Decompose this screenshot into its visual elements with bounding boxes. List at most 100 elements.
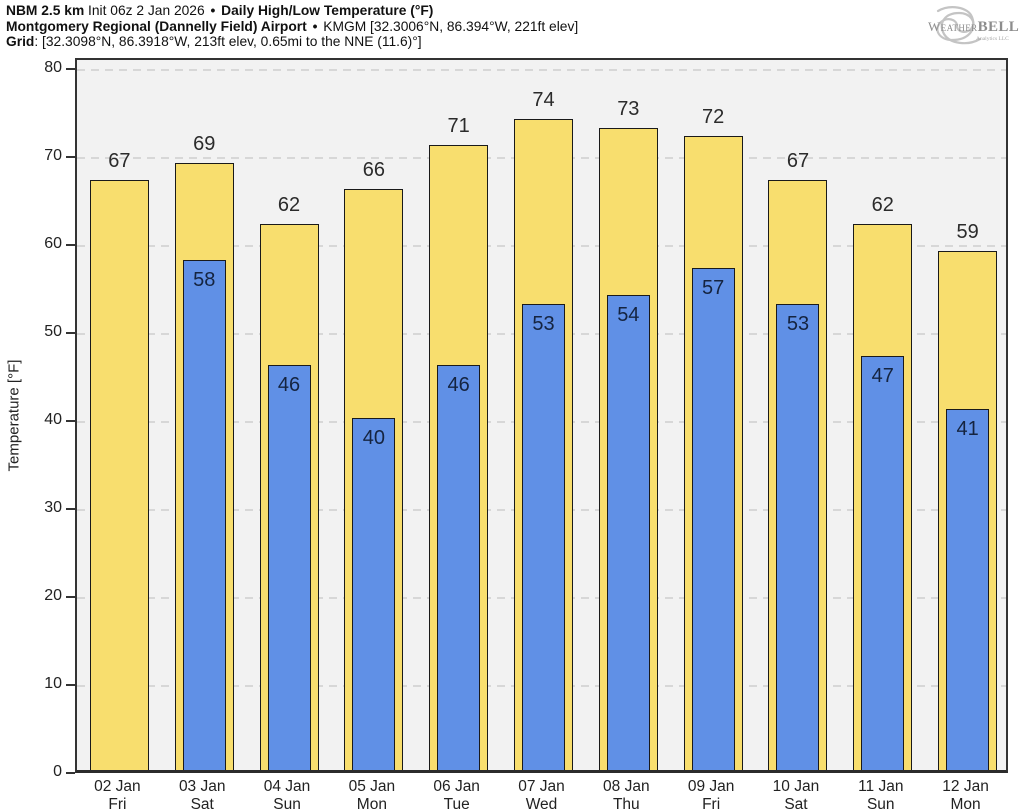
low-bar (522, 303, 565, 770)
x-tick-date: 12 Jan (942, 778, 989, 795)
low-bar (691, 268, 735, 770)
x-tick-label: 08 Jan Thu (581, 778, 671, 811)
y-tick-label-50: 50 (44, 323, 62, 340)
x-tick-day: Fri (702, 795, 721, 811)
high-value-label: 71 (447, 115, 470, 138)
low-bar (352, 418, 396, 770)
y-tick-label-20: 20 (44, 587, 62, 604)
low-value-label: 53 (786, 312, 810, 335)
x-tick-day: Sun (273, 795, 301, 811)
high-value-label: 73 (617, 97, 640, 120)
low-bar (437, 365, 481, 770)
high-value-label: 62 (277, 194, 301, 217)
x-tick-date: 05 Jan (348, 778, 396, 795)
header-line-3: Grid: [32.3098°N, 86.3918°W, 213ft elev,… (6, 34, 578, 50)
x-tick-label: 09 Jan Fri (666, 778, 756, 811)
y-tick-label-10: 10 (44, 675, 62, 692)
x-tick-date: 06 Jan (433, 778, 480, 795)
y-tick-label-0: 0 (53, 763, 62, 780)
x-tick-date: 09 Jan (687, 778, 735, 795)
x-tick-date: 11 Jan (858, 778, 904, 795)
low-value-label: 46 (447, 374, 470, 397)
low-value-label: 53 (532, 312, 555, 335)
init-time: Init 06z 2 Jan 2026 (84, 3, 209, 18)
separator-dot: • (210, 3, 216, 18)
x-tick-label: 11 Jan Sun (836, 778, 926, 811)
x-tick-label: 05 Jan Mon (327, 778, 417, 811)
hurricane-swirl-icon (936, 6, 982, 45)
x-tick-label: 10 Jan Sat (751, 778, 841, 811)
x-tick-day: Thu (612, 795, 640, 811)
x-tick-date: 07 Jan (518, 778, 565, 795)
x-tick-day: Fri (108, 795, 127, 811)
y-tick-label-60: 60 (44, 235, 62, 252)
high-value-label: 74 (532, 88, 555, 111)
low-bar (606, 294, 650, 770)
y-tick-mark-20 (66, 596, 75, 598)
high-value-label: 66 (362, 159, 385, 182)
y-tick-mark-40 (66, 420, 75, 422)
x-tick-label: 07 Jan Wed (497, 778, 587, 811)
y-tick-mark-30 (66, 508, 75, 510)
x-tick-label: 02 Jan Fri (72, 778, 162, 811)
high-value-label: 69 (193, 132, 216, 155)
x-tick-day: Sat (190, 795, 214, 811)
y-tick-mark-10 (66, 684, 75, 686)
x-tick-date: 10 Jan (772, 778, 820, 795)
plot-area: 67 69 58 62 46 66 40 71 46 74 53 73 54 72 57 67 53 62 47 59… (75, 58, 1008, 773)
gridline-80 (77, 69, 1006, 71)
x-tick-label: 06 Jan Tue (412, 778, 502, 811)
y-tick-label-80: 80 (44, 59, 62, 76)
high-value-label: 72 (702, 106, 725, 129)
chart-header: NBM 2.5 km Init 06z 2 Jan 2026 • Daily H… (6, 3, 578, 50)
y-tick-mark-60 (66, 244, 75, 246)
y-tick-label-40: 40 (44, 411, 62, 428)
x-tick-date: 03 Jan (178, 778, 226, 795)
y-tick-mark-0 (66, 772, 75, 774)
grid-details: : [32.3098°N, 86.3918°W, 213ft elev, 0.6… (34, 34, 422, 50)
low-value-label: 41 (956, 418, 979, 441)
low-value-label: 58 (193, 268, 216, 291)
y-tick-label-70: 70 (44, 147, 62, 164)
high-bar (89, 180, 149, 770)
x-tick-date: 02 Jan (94, 778, 141, 795)
y-tick-mark-70 (66, 156, 75, 158)
low-bar (861, 356, 905, 770)
low-bar (267, 365, 311, 770)
x-tick-day: Mon (950, 795, 981, 811)
model-name: NBM 2.5 km (6, 3, 85, 18)
x-tick-day: Wed (525, 795, 558, 811)
high-value-label: 67 (108, 150, 131, 173)
weatherbell-logo: WeatherBELL Analytics LLC (928, 6, 1019, 45)
high-value-label: 62 (871, 194, 894, 217)
x-tick-day: Mon (356, 795, 387, 811)
grid-label: Grid (6, 34, 35, 50)
chart-title: Daily High/Low Temperature (°F) (217, 3, 434, 18)
x-tick-date: 08 Jan (603, 778, 650, 795)
x-tick-label: 03 Jan Sat (157, 778, 247, 811)
low-bar (776, 303, 820, 770)
header-line-1: NBM 2.5 km Init 06z 2 Jan 2026 • Daily H… (6, 3, 578, 19)
separator-dot: • (312, 18, 318, 34)
high-value-label: 67 (786, 150, 810, 173)
station-name: Montgomery Regional (Dannelly Field) Air… (6, 18, 307, 34)
low-bar (182, 259, 226, 770)
x-tick-day: Tue (443, 795, 470, 811)
low-value-label: 47 (871, 365, 894, 388)
x-tick-day: Sun (866, 795, 895, 811)
x-tick-label: 04 Jan Sun (242, 778, 332, 811)
logo-subtext: Analytics LLC (976, 36, 1009, 42)
x-tick-date: 04 Jan (263, 778, 311, 795)
low-value-label: 46 (277, 374, 301, 397)
x-tick-label: 12 Jan Mon (921, 778, 1011, 811)
low-value-label: 40 (362, 427, 385, 449)
y-tick-label-30: 30 (44, 499, 62, 516)
y-tick-mark-50 (66, 332, 75, 334)
low-bar (946, 409, 990, 770)
x-tick-day: Sat (784, 795, 808, 811)
station-details: KMGM [32.3006°N, 86.394°W, 221ft elev] (319, 18, 579, 34)
logo-text: WeatherBELL (928, 19, 1019, 35)
low-value-label: 54 (617, 303, 640, 326)
y-tick-mark-80 (66, 68, 75, 70)
